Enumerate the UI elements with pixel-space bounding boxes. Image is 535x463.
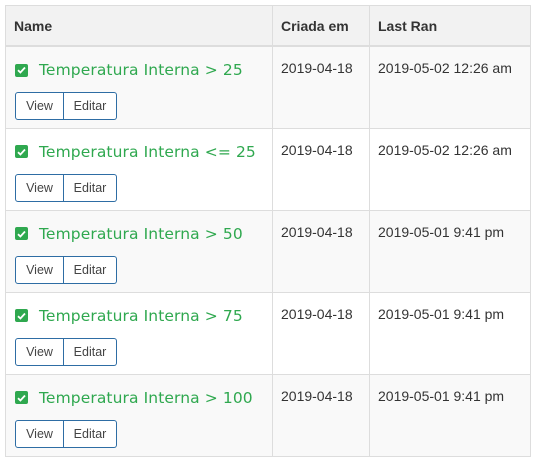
last-ran-date: 2019-05-02 12:26 am — [369, 45, 531, 129]
last-ran-date: 2019-05-02 12:26 am — [369, 127, 531, 211]
created-date: 2019-04-18 — [272, 291, 370, 375]
created-date: 2019-04-18 — [272, 373, 370, 457]
last-ran-date: 2019-05-01 9:41 pm — [369, 291, 531, 375]
name-cell: Temperatura Interna > 50 View Editar — [5, 209, 273, 293]
row-actions: View Editar — [15, 255, 117, 284]
view-button[interactable]: View — [15, 173, 64, 202]
name-cell: Temperatura Interna > 100 View Editar — [5, 373, 273, 457]
edit-button[interactable]: Editar — [64, 419, 117, 448]
row-actions: View Editar — [15, 419, 117, 448]
name-cell: Temperatura Interna <= 25 View Editar — [5, 127, 273, 211]
view-button[interactable]: View — [15, 255, 64, 284]
row-actions: View Editar — [15, 92, 117, 120]
checkbox-checked-icon — [15, 309, 28, 322]
last-ran-date: 2019-05-01 9:41 pm — [369, 209, 531, 293]
view-button[interactable]: View — [15, 92, 64, 120]
alerts-table: Name Criada em Last Ran Temperatura Inte… — [5, 5, 531, 457]
created-date-text: 2019-04-18 — [281, 223, 353, 240]
name-cell: Temperatura Interna > 25 View Editar — [5, 45, 273, 129]
name-cell: Temperatura Interna > 75 View Editar — [5, 291, 273, 375]
row-actions: View Editar — [15, 337, 117, 366]
column-header-name[interactable]: Name — [5, 5, 273, 47]
last-ran-text: 2019-05-01 9:41 pm — [378, 223, 505, 240]
created-date: 2019-04-18 — [272, 127, 370, 211]
edit-button[interactable]: Editar — [64, 173, 117, 202]
created-date-text: 2019-04-18 — [281, 305, 353, 322]
edit-button[interactable]: Editar — [64, 92, 117, 120]
checkbox-checked-icon — [15, 227, 28, 240]
table-row: Temperatura Interna > 100 View Editar 20… — [5, 373, 531, 457]
view-button[interactable]: View — [15, 419, 64, 448]
created-date: 2019-04-18 — [272, 45, 370, 129]
alert-name-link[interactable]: Temperatura Interna > 50 — [39, 224, 243, 243]
created-date-text: 2019-04-18 — [281, 60, 353, 76]
last-ran-text: 2019-05-02 12:26 am — [378, 60, 512, 76]
checkbox-checked-icon — [15, 63, 28, 77]
last-ran-text: 2019-05-01 9:41 pm — [378, 305, 505, 322]
table-row: Temperatura Interna > 50 View Editar 201… — [5, 209, 531, 293]
alert-name-link[interactable]: Temperatura Interna > 25 — [39, 61, 243, 79]
last-ran-text: 2019-05-01 9:41 pm — [378, 387, 505, 404]
created-date-text: 2019-04-18 — [281, 141, 353, 158]
row-actions: View Editar — [15, 173, 117, 202]
table-row: Temperatura Interna > 25 View Editar 201… — [5, 45, 531, 129]
alerts-table-container: Name Criada em Last Ran Temperatura Inte… — [5, 5, 531, 457]
column-header-created[interactable]: Criada em — [272, 5, 370, 47]
table-row: Temperatura Interna > 75 View Editar 201… — [5, 291, 531, 375]
column-header-last-ran[interactable]: Last Ran — [369, 5, 531, 47]
view-button[interactable]: View — [15, 337, 64, 366]
created-date: 2019-04-18 — [272, 209, 370, 293]
alert-name-link[interactable]: Temperatura Interna > 100 — [39, 388, 253, 407]
last-ran-date: 2019-05-01 9:41 pm — [369, 373, 531, 457]
edit-button[interactable]: Editar — [64, 255, 117, 284]
alert-name-link[interactable]: Temperatura Interna <= 25 — [39, 142, 256, 161]
created-date-text: 2019-04-18 — [281, 387, 353, 404]
last-ran-text: 2019-05-02 12:26 am — [378, 141, 512, 158]
checkbox-checked-icon — [15, 391, 28, 404]
checkbox-checked-icon — [15, 145, 28, 158]
alert-name-link[interactable]: Temperatura Interna > 75 — [39, 306, 243, 325]
table-header-row: Name Criada em Last Ran — [5, 5, 531, 47]
edit-button[interactable]: Editar — [64, 337, 117, 366]
table-row: Temperatura Interna <= 25 View Editar 20… — [5, 127, 531, 211]
